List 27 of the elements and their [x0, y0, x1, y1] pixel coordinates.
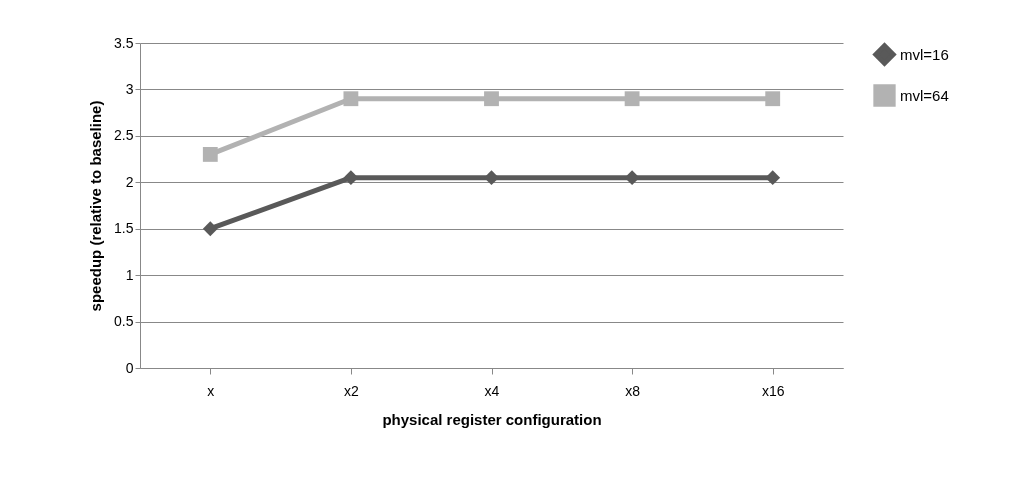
point — [202, 147, 218, 162]
x-axis-title: physical register configuration — [382, 410, 602, 428]
point — [624, 170, 640, 186]
legend-label: mvl=16 — [900, 45, 949, 63]
y-tick-label: 0.5 — [114, 313, 134, 330]
y-tick-label: 1 — [125, 266, 134, 283]
point — [202, 221, 218, 237]
x-tick-label: x — [207, 382, 215, 399]
y-tick-label: 3.5 — [114, 34, 134, 51]
point — [343, 170, 359, 186]
point — [765, 91, 781, 107]
legend-label: mvl=64 — [900, 86, 949, 104]
x-tick-label: x2 — [344, 382, 359, 399]
point — [765, 170, 781, 186]
y-tick-label: 1.5 — [114, 220, 134, 237]
y-tick-label: 2.5 — [114, 127, 134, 144]
x-tick-label: x16 — [761, 382, 785, 399]
point — [343, 91, 359, 107]
point — [484, 170, 499, 186]
x-tick-label: x4 — [484, 382, 500, 399]
y-tick-label: 3 — [125, 80, 134, 97]
point — [484, 91, 499, 107]
point — [624, 91, 640, 107]
y-tick-label: 2 — [125, 173, 134, 190]
y-tick-label: 0 — [125, 359, 134, 376]
x-tick-label: x8 — [625, 382, 641, 399]
y-axis-title: speedup (relative to baseline) — [87, 100, 105, 312]
